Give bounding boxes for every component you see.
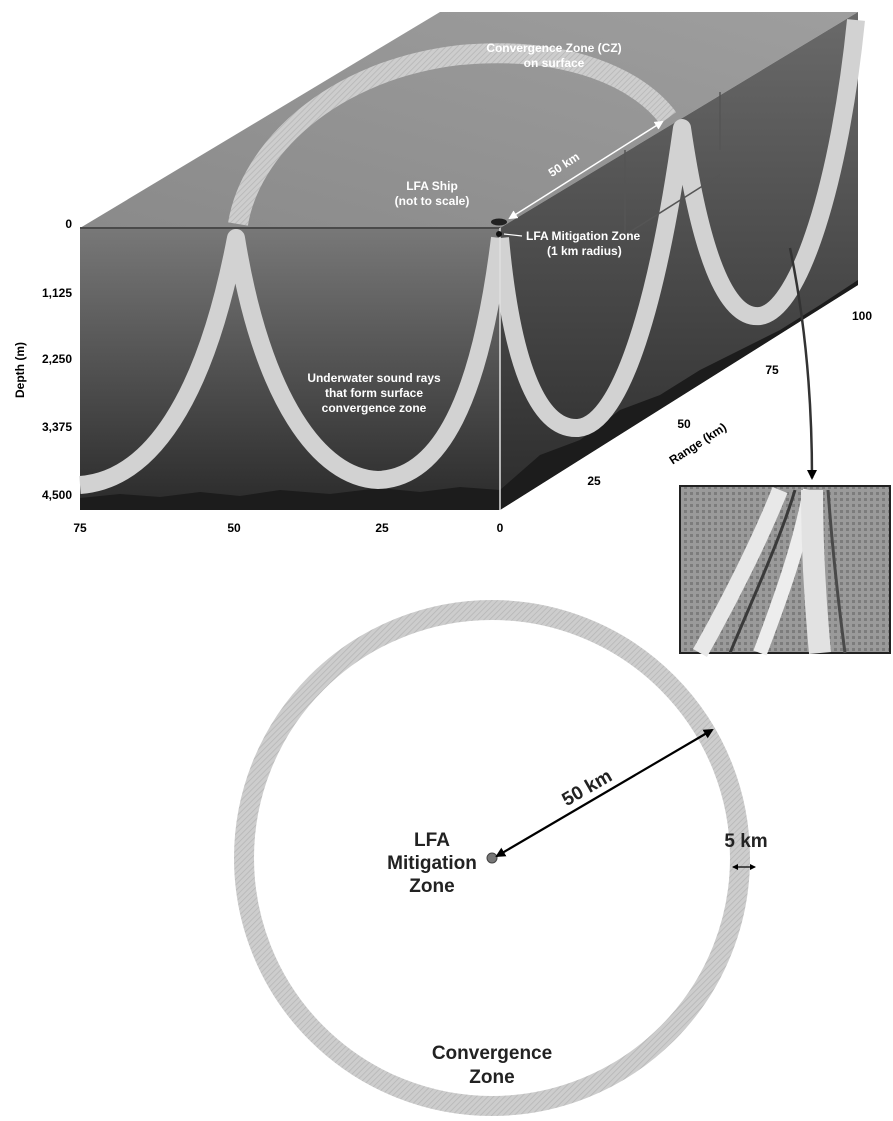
depth-tick-3: 3,375 bbox=[42, 420, 72, 434]
range-side-tick-75: 75 bbox=[765, 363, 779, 377]
range-bottom-tick-50: 50 bbox=[227, 521, 241, 535]
seabed-front bbox=[80, 487, 500, 510]
ship-label-line1: LFA Ship bbox=[406, 179, 458, 193]
depth-tick-4: 4,500 bbox=[42, 488, 72, 502]
range-bottom-tick-75: 75 bbox=[73, 521, 87, 535]
cz-surface-label-line2: on surface bbox=[524, 56, 585, 70]
water-side-face bbox=[500, 12, 858, 510]
ship-label-line2: (not to scale) bbox=[395, 194, 470, 208]
range-axis-label: Range (km) bbox=[667, 420, 729, 467]
sound-ray-side bbox=[491, 19, 865, 437]
acoustic-image-inset bbox=[679, 485, 891, 657]
range-bottom-tick-25: 25 bbox=[375, 521, 389, 535]
rays-label-line3: convergence zone bbox=[322, 401, 427, 415]
depth-axis-label: Depth (m) bbox=[13, 342, 27, 398]
plan-view: 50 km LFA Mitigation Zone 5 km Convergen… bbox=[234, 600, 768, 1116]
seabed-side bbox=[500, 280, 858, 510]
cz-surface-label-line1: Convergence Zone (CZ) bbox=[486, 41, 621, 55]
sea-surface-face bbox=[80, 12, 858, 228]
cz-surface-arc bbox=[228, 43, 677, 226]
convergence-zone-ring bbox=[234, 600, 750, 1116]
mitigation-label-line2: (1 km radius) bbox=[547, 244, 622, 258]
depth-tick-0: 0 bbox=[65, 217, 72, 231]
range-side-tick-25: 25 bbox=[587, 474, 601, 488]
mitigation-pointer bbox=[503, 233, 523, 237]
lfa-ship-icon bbox=[491, 218, 507, 226]
ring-label-line2: Zone bbox=[469, 1067, 514, 1088]
water-front-face bbox=[80, 228, 500, 510]
center-label-line1: LFA bbox=[414, 830, 450, 851]
rays-label-line1: Underwater sound rays bbox=[307, 371, 441, 385]
range-bottom-tick-0: 0 bbox=[497, 521, 504, 535]
depth-tick-2: 2,250 bbox=[42, 352, 72, 366]
ring-label-line1: Convergence bbox=[432, 1043, 552, 1064]
distance-arrow bbox=[508, 120, 664, 220]
center-label-line2: Mitigation bbox=[387, 853, 477, 874]
mitigation-zone-center bbox=[486, 852, 498, 864]
callout-arrow bbox=[788, 247, 817, 480]
mitigation-label-line1: LFA Mitigation Zone bbox=[526, 229, 641, 243]
center-label-line3: Zone bbox=[409, 876, 454, 897]
sound-ray-front bbox=[79, 229, 509, 494]
mitigation-zone-dot bbox=[496, 231, 502, 237]
width-label: 5 km bbox=[724, 831, 767, 852]
depth-tick-1: 1,125 bbox=[42, 286, 72, 300]
range-side-tick-50: 50 bbox=[677, 417, 691, 431]
range-side-tick-100: 100 bbox=[852, 309, 872, 323]
block-diagram: Convergence Zone (CZ) on surface 50 km L… bbox=[13, 12, 872, 535]
radius-arrow bbox=[495, 728, 714, 858]
rays-label-line2: that form surface bbox=[325, 386, 423, 400]
source-line-3 bbox=[624, 174, 721, 236]
